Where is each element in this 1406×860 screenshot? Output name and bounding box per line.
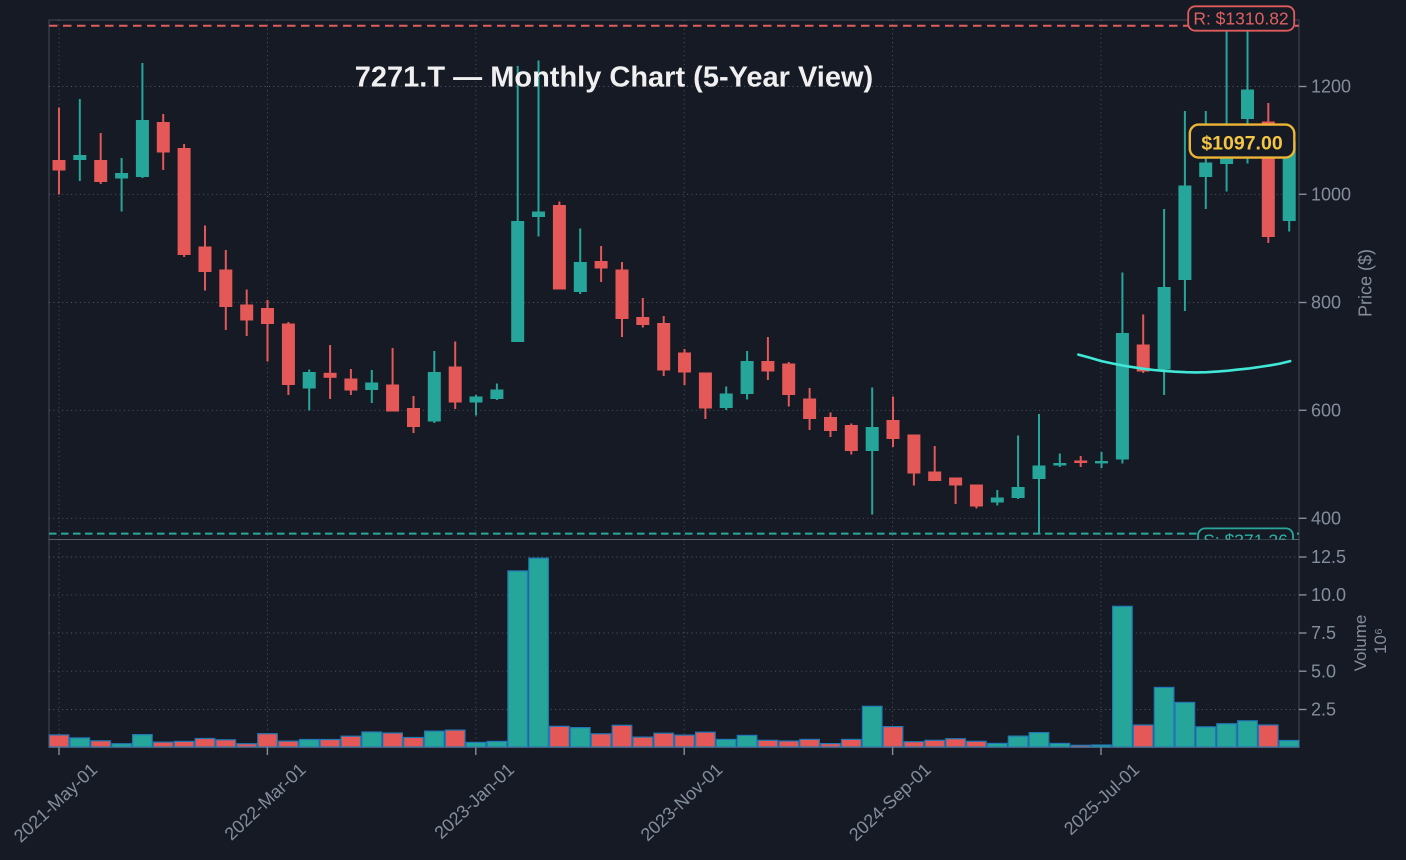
svg-text:7271.T — Monthly Chart (5-Year: 7271.T — Monthly Chart (5-Year View) — [355, 61, 873, 93]
svg-text:Price ($): Price ($) — [1356, 249, 1376, 317]
svg-text:800: 800 — [1311, 293, 1341, 313]
svg-text:400: 400 — [1311, 509, 1341, 529]
svg-text:7.5: 7.5 — [1311, 623, 1336, 643]
svg-text:1000: 1000 — [1311, 185, 1351, 205]
svg-text:10.0: 10.0 — [1311, 585, 1346, 605]
svg-text:2.5: 2.5 — [1311, 700, 1336, 720]
svg-text:10⁶: 10⁶ — [1371, 628, 1390, 654]
svg-text:R: $1310.82: R: $1310.82 — [1193, 8, 1288, 28]
svg-text:600: 600 — [1311, 401, 1341, 421]
svg-text:Volume: Volume — [1351, 615, 1370, 672]
svg-text:5.0: 5.0 — [1311, 661, 1336, 681]
svg-text:$1097.00: $1097.00 — [1201, 133, 1282, 155]
svg-text:S: $371.26: S: $371.26 — [1203, 531, 1288, 551]
svg-text:12.5: 12.5 — [1311, 547, 1346, 567]
svg-text:1200: 1200 — [1311, 77, 1351, 97]
